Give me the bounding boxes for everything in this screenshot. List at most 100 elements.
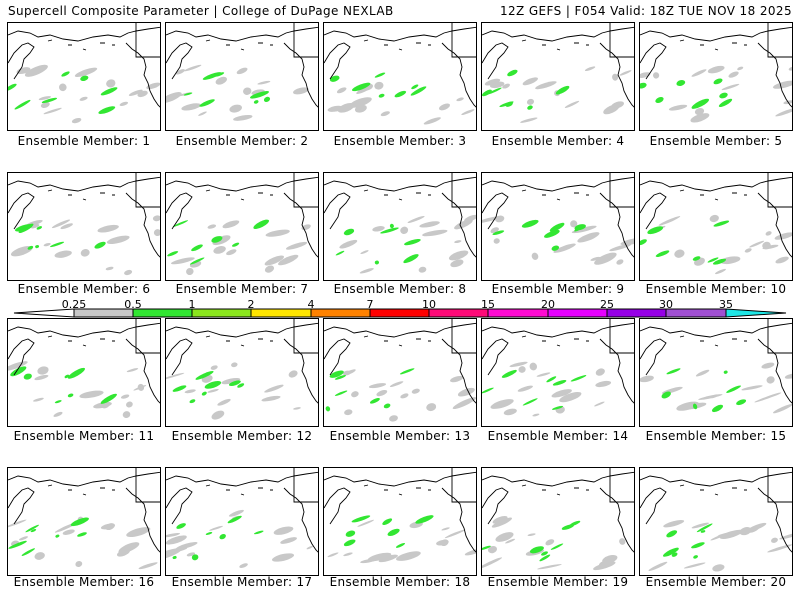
scp-shading-gray xyxy=(30,223,40,229)
ensemble-member-label: Ensemble Member: 14 xyxy=(487,429,629,443)
scp-shading-gray xyxy=(217,398,231,406)
scp-shading-green xyxy=(10,366,27,377)
map-plot xyxy=(640,319,792,414)
scp-shading-green xyxy=(552,380,567,386)
scp-shading-gray xyxy=(374,81,384,90)
scp-shading-green xyxy=(36,226,43,230)
ensemble-map-panel xyxy=(165,318,319,427)
ensemble-member-label: Ensemble Member: 3 xyxy=(333,134,467,148)
coastline xyxy=(640,468,792,553)
scp-shading-gray xyxy=(609,243,632,252)
scp-shading-green xyxy=(380,227,399,234)
scp-shading-green xyxy=(482,387,494,394)
scp-shading-green xyxy=(334,375,346,380)
scp-shading-gray xyxy=(448,250,469,261)
scp-shading-gray xyxy=(343,552,353,557)
colorbar-tick-label: 7 xyxy=(366,298,374,311)
scp-shading-gray xyxy=(535,81,557,90)
scp-shading-green xyxy=(67,393,74,398)
scp-shading-green xyxy=(191,244,203,252)
scp-shading-gray xyxy=(285,241,308,250)
scp-shading-gray xyxy=(695,369,710,377)
scp-shading-gray xyxy=(212,235,231,246)
scp-shading-green xyxy=(691,542,705,549)
scp-shading-green xyxy=(415,515,434,524)
scp-shading-gray xyxy=(482,557,503,569)
scp-shading-gray xyxy=(619,538,626,545)
scp-shading-gray xyxy=(288,370,298,378)
scp-shading-gray xyxy=(436,539,449,546)
islands xyxy=(521,484,589,496)
scp-shading-green xyxy=(14,99,31,110)
scp-shading-green xyxy=(383,403,391,409)
scp-shading-green xyxy=(98,106,116,114)
scp-shading-gray xyxy=(184,389,196,394)
ensemble-member-label: Ensemble Member: 2 xyxy=(175,134,309,148)
scp-shading-gray xyxy=(54,250,72,258)
scp-shading-green xyxy=(711,404,724,413)
ensemble-member-label: Ensemble Member: 16 xyxy=(13,575,155,589)
scp-shading-gray xyxy=(228,509,244,517)
scp-shading-gray xyxy=(737,66,744,71)
scp-shading-gray xyxy=(457,387,475,397)
scp-shading-green xyxy=(41,97,58,104)
scp-shading-gray xyxy=(97,224,119,233)
scp-shading-green xyxy=(551,405,564,410)
scp-shading-green xyxy=(410,86,427,96)
scp-shading-green xyxy=(700,530,706,533)
scp-shading-green xyxy=(167,251,179,257)
scp-shading-gray xyxy=(106,79,116,88)
coastline xyxy=(8,23,160,108)
scp-shading-green xyxy=(382,518,393,525)
map-plot xyxy=(482,173,634,265)
scp-shading-gray xyxy=(43,242,51,247)
scp-shading-gray xyxy=(146,82,160,90)
colorbar-segment xyxy=(132,308,193,318)
scp-shading-green xyxy=(189,399,196,404)
scp-shading-gray xyxy=(551,389,572,398)
colorbar-segment xyxy=(487,308,549,318)
scp-shading-green xyxy=(8,540,27,549)
scp-shading-green xyxy=(205,532,213,535)
map-plot xyxy=(324,23,476,125)
colorbar-tick-label: 25 xyxy=(600,298,614,311)
scp-shading-gray xyxy=(37,366,49,375)
scp-shading-gray xyxy=(183,64,202,72)
coastline xyxy=(166,468,318,553)
scp-shading-green xyxy=(662,547,679,557)
scp-shading-gray xyxy=(503,408,517,416)
scp-shading-green xyxy=(507,69,518,77)
scp-shading-green xyxy=(569,520,581,527)
scp-shading-gray xyxy=(60,223,73,230)
ensemble-map-panel xyxy=(323,318,477,427)
scp-shading-gray xyxy=(495,532,514,542)
scp-shading-green xyxy=(67,367,85,379)
ensemble-map-panel xyxy=(7,22,161,131)
scp-shading-gray xyxy=(74,67,98,77)
scp-shading-green xyxy=(555,85,570,95)
scp-shading-green xyxy=(570,375,587,382)
scp-shading-gray xyxy=(772,80,792,89)
ensemble-member-label: Ensemble Member: 9 xyxy=(491,282,625,296)
map-plot xyxy=(324,468,476,564)
scp-shading-green xyxy=(199,99,215,107)
scp-shading-gray xyxy=(80,249,90,257)
scp-shading-gray xyxy=(422,229,448,237)
map-plot xyxy=(482,23,634,123)
colorbar-tick-label: 35 xyxy=(719,298,733,311)
scp-shading-green xyxy=(343,539,356,547)
map-plot xyxy=(166,23,318,121)
coastline xyxy=(166,319,318,404)
scp-shading-gray xyxy=(271,553,295,562)
ensemble-member-label: Ensemble Member: 7 xyxy=(175,282,309,296)
islands xyxy=(679,335,747,347)
scp-shading-green xyxy=(676,80,686,86)
scp-shading-gray xyxy=(166,372,185,380)
scp-shading-green xyxy=(666,530,678,538)
scp-shading-green xyxy=(172,555,177,560)
scp-shading-gray xyxy=(505,538,516,544)
colorbar-tick-label: 10 xyxy=(422,298,436,311)
scp-shading-gray xyxy=(683,562,706,569)
scp-shading-gray xyxy=(663,520,685,528)
scp-shading-green xyxy=(172,385,187,392)
